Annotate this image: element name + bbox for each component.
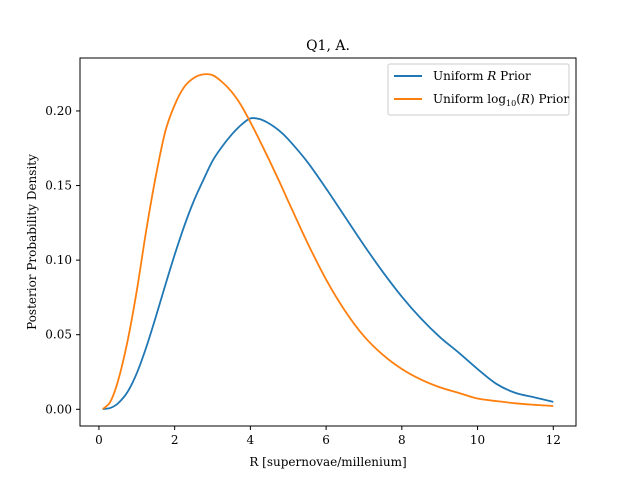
legend-label-open-paren: ( xyxy=(516,92,521,106)
legend-label-math: R xyxy=(486,69,496,83)
legend-label-prefix: Uniform xyxy=(433,69,487,83)
axes-frame xyxy=(79,57,577,427)
legend-label-math: R xyxy=(520,92,530,106)
legend-label-suffix: Prior xyxy=(535,92,570,106)
x-tick-label: 6 xyxy=(322,433,330,447)
x-axis-label: R [supernovae/millenium] xyxy=(249,455,406,469)
legend-label-suffix: Prior xyxy=(496,69,531,83)
y-tick-label: 0.20 xyxy=(45,104,72,118)
chart-title: Q1, A. xyxy=(306,38,350,54)
legend-label-uniform-log10-r: Uniform log10(R) Prior xyxy=(433,92,569,108)
plot-area xyxy=(79,57,577,427)
y-tick-label: 0.00 xyxy=(45,402,72,416)
y-tick-label: 0.10 xyxy=(45,253,72,267)
x-tick-label: 0 xyxy=(95,433,103,447)
legend-label-prefix: Uniform log xyxy=(433,92,506,106)
legend-box xyxy=(387,63,570,116)
y-axis-ticks: 0.00 0.05 0.10 0.15 0.20 xyxy=(45,104,80,416)
series-line-uniform-r xyxy=(102,117,554,411)
x-tick-label: 2 xyxy=(171,433,179,447)
legend: Uniform R Prior Uniform log10(R) Prior xyxy=(387,63,570,116)
x-tick-label: 4 xyxy=(247,433,255,447)
y-axis-label: Posterior Probability Density xyxy=(25,154,39,330)
x-tick-label: 10 xyxy=(470,433,485,447)
legend-label-close-paren: ) xyxy=(530,92,535,106)
legend-label-uniform-r: Uniform R Prior xyxy=(433,69,531,83)
y-tick-label: 0.15 xyxy=(45,179,72,193)
legend-label-subscript: 10 xyxy=(506,99,516,108)
x-tick-label: 12 xyxy=(546,433,561,447)
y-tick-label: 0.05 xyxy=(45,328,72,342)
x-axis-ticks: 0 2 4 6 8 10 12 xyxy=(95,426,561,447)
series-layer xyxy=(102,73,554,411)
x-tick-label: 8 xyxy=(398,433,406,447)
series-line-uniform-log10-r xyxy=(102,73,554,410)
